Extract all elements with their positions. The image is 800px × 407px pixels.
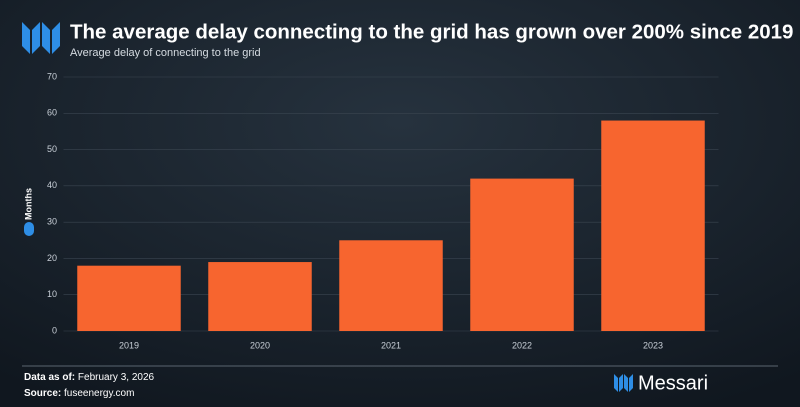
label: Data as of: <box>24 372 75 383</box>
y-tick-label: 50 <box>47 144 57 154</box>
x-tick-label: 2019 <box>119 340 139 350</box>
label: Source: <box>24 388 61 399</box>
source: fuseenergy.com <box>64 388 134 399</box>
y-tick-label: 30 <box>47 217 57 227</box>
y-tick-label: 60 <box>47 108 57 118</box>
y-tick-label: 70 <box>47 71 57 81</box>
legend: Months <box>23 188 34 236</box>
y-tick-label: 10 <box>47 289 57 299</box>
footer-date: Data as of: February 3, 2026 <box>24 372 155 383</box>
date: February 3, 2026 <box>78 372 155 383</box>
x-tick-label: 2021 <box>381 340 401 350</box>
x-tick-label: 2023 <box>643 340 663 350</box>
y-tick-label: 40 <box>47 180 57 190</box>
bar <box>470 178 574 331</box>
x-tick-label: 2022 <box>512 340 532 350</box>
brand-logo <box>614 374 633 392</box>
legend-label: Months <box>23 188 33 220</box>
footer-source: Source: fuseenergy.com <box>24 388 134 399</box>
brand: Messari <box>638 372 708 394</box>
bar <box>339 240 443 331</box>
x-tick-label: 2020 <box>250 340 270 350</box>
legend-swatch <box>24 222 34 236</box>
y-tick-label: 20 <box>47 253 57 263</box>
y-tick-label: 0 <box>52 325 57 335</box>
bar <box>601 120 705 332</box>
chart-subtitle: Average delay of connecting to the grid <box>70 47 261 59</box>
bar <box>208 262 312 331</box>
logo <box>22 22 60 54</box>
chart-title: The average delay connecting to the grid… <box>70 20 793 43</box>
bar <box>77 265 181 331</box>
